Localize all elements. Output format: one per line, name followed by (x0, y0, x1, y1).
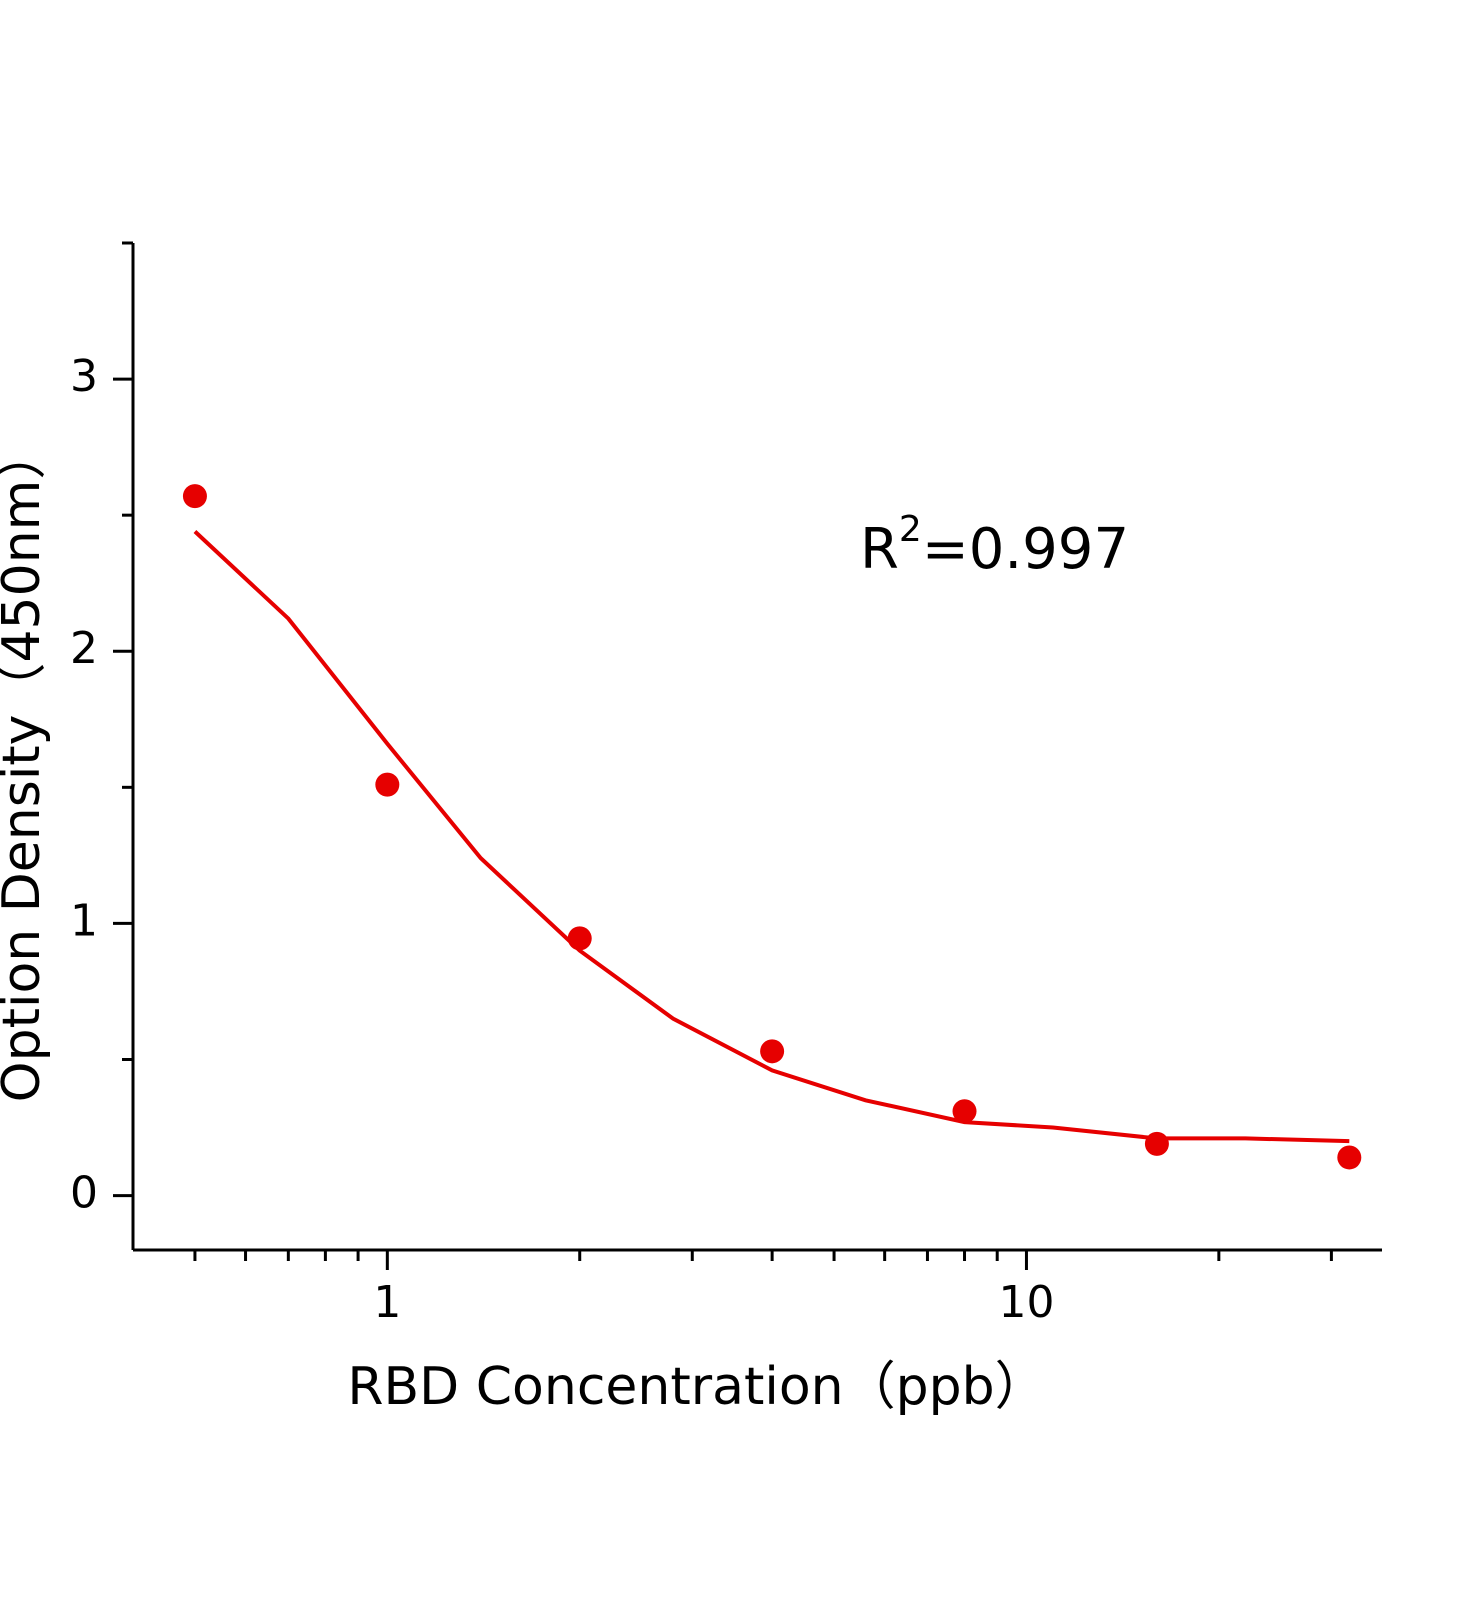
data-point (1144, 1131, 1169, 1156)
y-tick-label: 2 (70, 623, 98, 674)
x-axis-title: RBD Concentration（ppb） (347, 1357, 1046, 1417)
data-point (182, 484, 207, 509)
fit-line (193, 530, 1350, 1144)
data-point (375, 772, 400, 797)
r-base: R (860, 517, 899, 582)
y-tick-label: 0 (70, 1168, 98, 1219)
data-point (760, 1039, 785, 1064)
data-point (1337, 1145, 1362, 1170)
data-point (952, 1099, 977, 1124)
r-sup: 2 (899, 509, 922, 550)
x-tick-label: 1 (373, 1277, 401, 1328)
r-text: =0.997 (922, 517, 1129, 582)
y-tick-label: 3 (70, 351, 98, 402)
y-axis-title: Option Density（450nm） (0, 428, 52, 1103)
data-point (567, 926, 592, 951)
y-tick-label: 1 (70, 895, 98, 946)
x-tick-label: 10 (998, 1277, 1054, 1328)
r-squared: R2=0.997 (860, 509, 1129, 582)
